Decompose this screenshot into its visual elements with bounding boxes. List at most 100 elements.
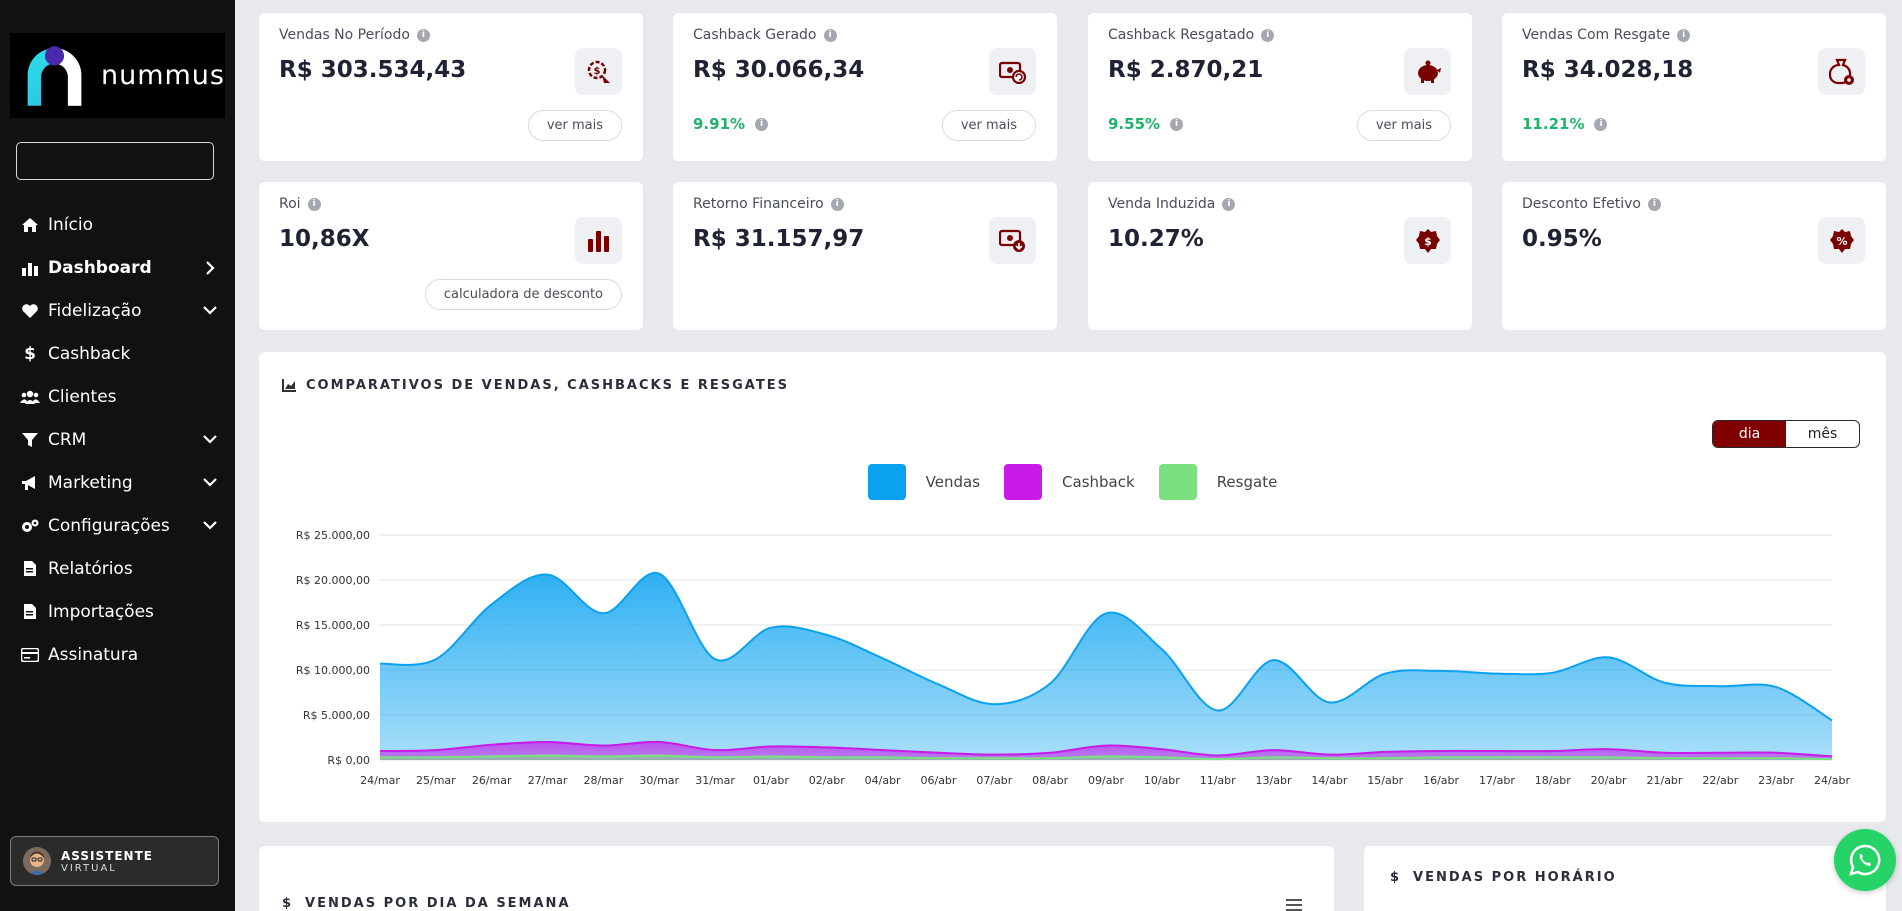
x-tick-label: 31/mar [695, 774, 735, 787]
legend-item[interactable]: Resgate [1158, 464, 1277, 500]
legend-item[interactable]: Cashback [1004, 464, 1135, 500]
assistant-sublabel: VIRTUAL [61, 862, 117, 874]
sidebar: nummus Início Dashboard Fidelização $ Cashba… [0, 0, 235, 911]
svg-text:$: $ [593, 66, 600, 77]
kpi-percentage: 9.91% [693, 115, 746, 133]
dollar-icon: $ [282, 896, 294, 911]
x-tick-label: 02/abr [809, 774, 845, 787]
weekday-sales-title: VENDAS POR DIA DA SEMANA [305, 896, 571, 911]
kpi-card: Roi i 10,86X calculadora de desconto [259, 182, 643, 330]
series-area-vendas [380, 572, 1832, 760]
x-tick-label: 24/abr [1814, 774, 1850, 787]
y-tick-label: R$ 10.000,00 [296, 664, 370, 677]
kpi-value: R$ 303.534,43 [279, 57, 467, 83]
info-icon[interactable]: i [1170, 117, 1184, 131]
chevron-down-icon [203, 433, 217, 447]
sidebar-item-fidelizacao[interactable]: Fidelização [0, 289, 235, 332]
info-icon[interactable]: i [830, 197, 844, 211]
y-tick-label: R$ 5.000,00 [303, 709, 370, 722]
info-icon[interactable]: i [1222, 197, 1236, 211]
x-tick-label: 26/mar [472, 774, 512, 787]
bar-chart-icon [575, 217, 622, 264]
x-tick-label: 07/abr [976, 774, 1012, 787]
whatsapp-button[interactable] [1834, 829, 1896, 891]
series-area-resgate [380, 755, 1832, 760]
kpi-action-button[interactable]: ver mais [941, 110, 1036, 141]
x-tick-label: 20/abr [1591, 774, 1627, 787]
x-tick-label: 08/abr [1032, 774, 1068, 787]
kpi-title: Roi [279, 196, 301, 212]
info-icon[interactable]: i [1677, 28, 1691, 42]
x-tick-label: 22/abr [1702, 774, 1738, 787]
kpi-title: Vendas Com Resgate [1522, 27, 1671, 43]
x-tick-label: 15/abr [1367, 774, 1403, 787]
credit-card-icon [20, 645, 40, 665]
money-download-icon [989, 217, 1036, 264]
x-tick-label: 09/abr [1088, 774, 1124, 787]
sidebar-search-input[interactable] [16, 142, 214, 180]
info-icon[interactable]: i [1261, 28, 1275, 42]
kpi-value: R$ 31.157,97 [693, 226, 865, 252]
x-tick-label: 16/abr [1423, 774, 1459, 787]
sidebar-item-inicio[interactable]: Início [0, 203, 235, 246]
x-tick-label: 04/abr [865, 774, 901, 787]
document-icon [20, 602, 40, 622]
document-icon [20, 559, 40, 579]
kpi-value: R$ 30.066,34 [693, 57, 865, 83]
x-tick-label: 23/abr [1758, 774, 1794, 787]
x-tick-label: 24/mar [360, 774, 400, 787]
kpi-action-button[interactable]: calculadora de desconto [424, 279, 622, 310]
y-tick-label: R$ 25.000,00 [296, 529, 370, 542]
dollar-icon: $ [1390, 870, 1402, 885]
info-icon[interactable]: i [1647, 197, 1661, 211]
kpi-value: 10,86X [279, 226, 370, 252]
sidebar-item-relatorios[interactable]: Relatórios [0, 547, 235, 590]
kpi-action-button[interactable]: ver mais [1356, 110, 1451, 141]
brand-logo[interactable]: nummus [10, 33, 225, 118]
virtual-assistant-button[interactable]: ASSISTENTE VIRTUAL [10, 836, 219, 886]
sidebar-item-cashback[interactable]: $ Cashback [0, 332, 235, 375]
kpi-action-button[interactable]: ver mais [527, 110, 622, 141]
menu-icon[interactable] [1286, 899, 1302, 911]
kpi-percentage: 9.55% [1108, 115, 1161, 133]
series-area-cashback [380, 741, 1832, 760]
x-tick-label: 11/abr [1200, 774, 1236, 787]
chart-legend: Vendas Cashback Resgate [259, 464, 1886, 500]
megaphone-icon [20, 473, 40, 493]
x-tick-label: 25/mar [416, 774, 456, 787]
y-tick-label: R$ 15.000,00 [296, 619, 370, 632]
assistant-label: ASSISTENTE [61, 848, 153, 863]
info-icon[interactable]: i [416, 28, 430, 42]
x-tick-label: 17/abr [1479, 774, 1515, 787]
x-tick-label: 01/abr [753, 774, 789, 787]
kpi-card: Retorno Financeiro i R$ 31.157,97 [673, 182, 1057, 330]
sidebar-item-label: Início [48, 214, 93, 235]
toggle-day[interactable]: dia [1713, 421, 1786, 447]
sidebar-item-configuracoes[interactable]: Configurações [0, 504, 235, 547]
sidebar-item-clientes[interactable]: Clientes [0, 375, 235, 418]
sidebar-item-importacoes[interactable]: Importações [0, 590, 235, 633]
svg-text:$: $ [1424, 235, 1432, 248]
toggle-month[interactable]: mês [1807, 426, 1838, 442]
legend-item[interactable]: Vendas [867, 464, 980, 500]
piggy-bank-icon [1404, 48, 1451, 95]
info-icon[interactable]: i [307, 197, 321, 211]
svg-text:%: % [1836, 235, 1847, 248]
sidebar-item-label: Assinatura [48, 644, 139, 665]
comparison-chart-card: COMPARATIVOS DE VENDAS, CASHBACKS E RESG… [259, 352, 1886, 822]
sidebar-item-marketing[interactable]: Marketing [0, 461, 235, 504]
sidebar-item-crm[interactable]: CRM [0, 418, 235, 461]
hourly-sales-title: VENDAS POR HORÁRIO [1413, 870, 1617, 885]
whatsapp-icon [1849, 844, 1881, 876]
info-icon[interactable]: i [1594, 117, 1608, 131]
sidebar-item-assinatura[interactable]: Assinatura [0, 633, 235, 676]
info-icon[interactable]: i [823, 28, 837, 42]
sidebar-item-dashboard[interactable]: Dashboard [0, 246, 235, 289]
kpi-card: Vendas No Período i R$ 303.534,43 $ ver mais [259, 13, 643, 161]
info-icon[interactable]: i [755, 117, 769, 131]
sidebar-item-label: Dashboard [48, 257, 152, 278]
x-tick-label: 18/abr [1535, 774, 1571, 787]
kpi-value: R$ 34.028,18 [1522, 57, 1694, 83]
sidebar-item-label: Cashback [48, 343, 131, 364]
y-tick-label: R$ 0,00 [327, 754, 370, 767]
